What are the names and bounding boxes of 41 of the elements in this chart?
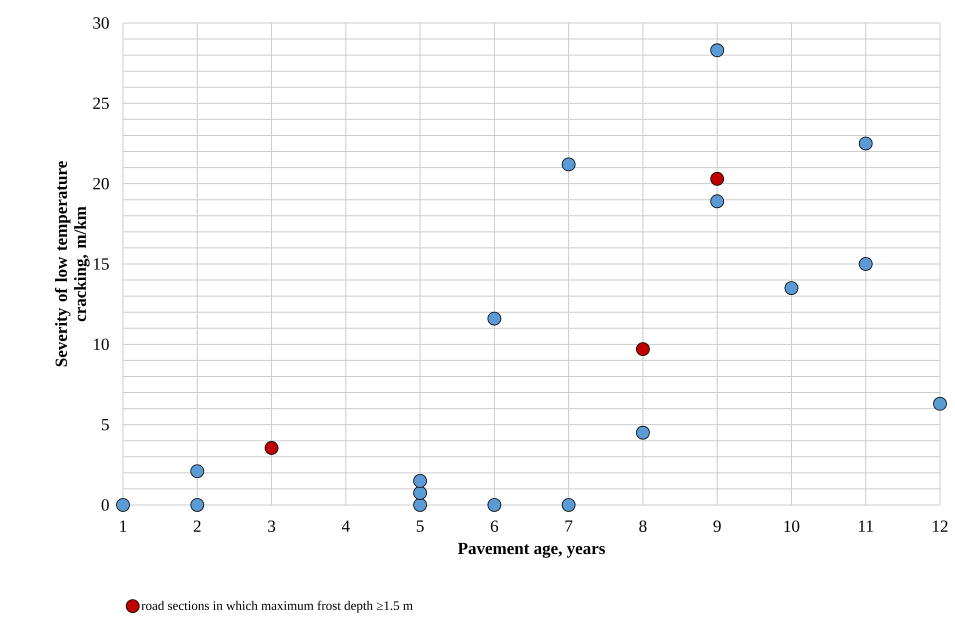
y-tick-label: 30 bbox=[93, 17, 109, 29]
point bbox=[487, 498, 502, 512]
x-tick-label: 7 bbox=[566, 520, 572, 532]
point bbox=[413, 486, 427, 500]
point bbox=[487, 312, 502, 326]
x-tick-label: 9 bbox=[713, 520, 721, 532]
x-tick-label: 8 bbox=[639, 520, 647, 532]
y-tick-label: 20 bbox=[93, 178, 109, 190]
x-tick-label: 1 bbox=[120, 520, 126, 532]
y-tick-label: 0 bbox=[102, 499, 109, 511]
point bbox=[190, 498, 204, 512]
point bbox=[858, 136, 873, 150]
point bbox=[116, 498, 130, 512]
point bbox=[413, 474, 427, 488]
point bbox=[710, 194, 724, 208]
x-tick-label: 4 bbox=[342, 520, 350, 532]
y-tick-label: 25 bbox=[93, 98, 109, 110]
point bbox=[636, 426, 650, 440]
legend-label: road sections in which maximum frost depth ≥1.5 m bbox=[141, 600, 413, 613]
x-tick-label: 2 bbox=[194, 520, 201, 532]
x-tick-label: 12 bbox=[932, 520, 948, 532]
y-tick-label: 15 bbox=[94, 258, 109, 270]
y-axis-title: Severity of low temperature cracking, m/km bbox=[54, 161, 90, 366]
x-tick-label: 10 bbox=[784, 520, 800, 532]
point bbox=[413, 498, 427, 512]
y-tick-label: 10 bbox=[94, 338, 109, 350]
y-tick-label: 5 bbox=[102, 419, 109, 430]
point bbox=[710, 172, 724, 186]
point bbox=[264, 441, 278, 455]
x-tick-label: 5 bbox=[416, 520, 424, 532]
point bbox=[636, 342, 650, 356]
point bbox=[784, 281, 798, 295]
point bbox=[190, 464, 204, 478]
x-tick-label: 6 bbox=[490, 520, 498, 532]
x-tick-label: 11 bbox=[859, 520, 873, 532]
point bbox=[562, 157, 576, 172]
point bbox=[710, 43, 724, 58]
point bbox=[858, 257, 873, 271]
x-tick-label: 3 bbox=[268, 520, 276, 532]
point bbox=[562, 498, 576, 512]
x-axis-title: Pavement age, years bbox=[458, 542, 605, 558]
